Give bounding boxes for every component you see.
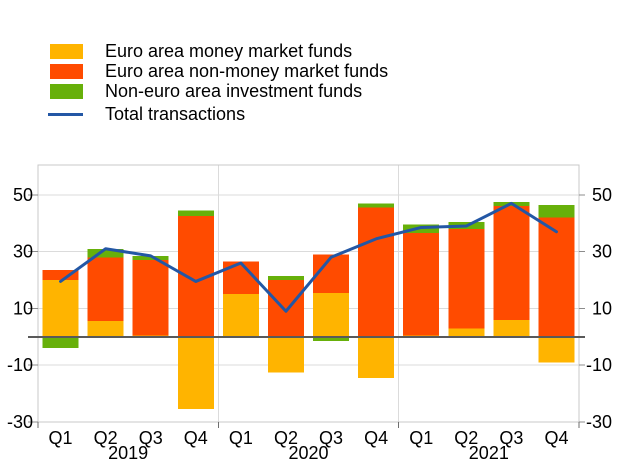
bars xyxy=(42,201,575,410)
y-axis-label-right: 50 xyxy=(592,185,612,205)
chart-legend: Euro area money market funds Euro area n… xyxy=(48,41,388,124)
bar-segment-non-euro-area-investment-funds xyxy=(538,204,575,218)
legend-swatch-non-euro-investment-funds xyxy=(50,83,83,99)
x-axis-label-quarter: Q1 xyxy=(409,428,433,448)
y-axis-label-left: -30 xyxy=(7,412,33,432)
bar-segment-non-euro-area-investment-funds xyxy=(313,336,350,342)
bar-segment-euro-area-non-money-market-funds xyxy=(493,206,530,320)
y-axis-label-left: 50 xyxy=(13,185,33,205)
y-axis-label-left: -10 xyxy=(7,355,33,375)
legend-item-non-money-market-funds: Euro area non-money market funds xyxy=(50,61,388,81)
bar-segment-euro-area-money-market-funds xyxy=(42,280,79,337)
bar-segment-euro-area-money-market-funds xyxy=(177,336,214,410)
x-axis: Q1 Q2 Q3 Q4 Q1 Q2 Q3 Q4 Q1 Q2 Q3 Q4 2019 2020 2021 xyxy=(37,422,580,463)
bar-segment-non-euro-area-investment-funds xyxy=(177,210,214,217)
x-axis-label-year: 2019 xyxy=(108,443,148,463)
x-axis-label-quarter: Q3 xyxy=(139,428,163,448)
plot-border xyxy=(37,164,580,423)
bar-segment-euro-area-money-market-funds xyxy=(538,336,575,363)
legend-swatch-total-transactions xyxy=(48,107,83,122)
x-axis-label-year: 2021 xyxy=(469,443,509,463)
legend-swatch-money-market-funds xyxy=(50,43,83,59)
legend-label-non-money-market-funds: Euro area non-money market funds xyxy=(105,61,389,81)
total-line-swatch-bar xyxy=(48,112,83,116)
x-axis-label-quarter: Q4 xyxy=(364,428,388,448)
bar-segment-euro-area-non-money-market-funds xyxy=(358,207,395,337)
total-transactions-line xyxy=(59,201,558,313)
y-axes: -30 -30 -10 -10 10 10 30 30 50 50 xyxy=(7,185,612,432)
legend-label-non-euro-investment-funds: Non-euro area investment funds xyxy=(105,81,363,101)
legend-item-total-transactions: Total transactions xyxy=(48,104,388,124)
bar-segment-non-euro-area-investment-funds xyxy=(267,275,304,281)
bar-segment-euro-area-money-market-funds xyxy=(222,294,259,337)
y-axis-label-left: 30 xyxy=(13,242,33,262)
bar-segment-non-euro-area-investment-funds xyxy=(42,336,79,349)
x-axis-label-quarter: Q2 xyxy=(454,428,478,448)
x-axis-label-quarter: Q4 xyxy=(184,428,208,448)
x-axis-label-quarter: Q3 xyxy=(499,428,523,448)
x-axis-label-quarter: Q1 xyxy=(229,428,253,448)
bar-segment-non-euro-area-investment-funds xyxy=(87,248,124,258)
y-axis-label-right: 10 xyxy=(592,298,612,318)
bar-segment-euro-area-non-money-market-funds xyxy=(538,217,575,337)
legend-label-total-transactions: Total transactions xyxy=(105,104,246,124)
y-axis-label-right: -30 xyxy=(586,412,612,432)
x-axis-label-quarter: Q1 xyxy=(49,428,73,448)
legend-label-money-market-funds: Euro area money market funds xyxy=(105,41,353,61)
x-axis-label-quarter: Q2 xyxy=(274,428,298,448)
bar-segment-euro-area-money-market-funds xyxy=(358,336,395,378)
bar-segment-euro-area-money-market-funds xyxy=(267,336,304,373)
legend-item-money-market-funds: Euro area money market funds xyxy=(50,41,388,61)
bar-segment-non-euro-area-investment-funds xyxy=(132,255,169,261)
bar-segment-euro-area-money-market-funds xyxy=(493,319,530,337)
y-axis-label-left: 10 xyxy=(13,298,33,318)
bar-segment-euro-area-non-money-market-funds xyxy=(42,270,79,281)
bar-segment-non-euro-area-investment-funds xyxy=(358,203,395,208)
x-axis-label-quarter: Q2 xyxy=(94,428,118,448)
x-axis-label-quarter: Q4 xyxy=(544,428,568,448)
bar-segment-euro-area-non-money-market-funds xyxy=(403,233,440,336)
legend-item-non-euro-investment-funds: Non-euro area investment funds xyxy=(50,81,388,101)
x-axis-label-year: 2020 xyxy=(288,443,328,463)
bar-segment-euro-area-money-market-funds xyxy=(448,328,485,337)
bar-segment-euro-area-non-money-market-funds xyxy=(87,257,124,322)
y-axis-label-right: 30 xyxy=(592,242,612,262)
bar-segment-euro-area-non-money-market-funds xyxy=(448,228,485,329)
bar-segment-euro-area-money-market-funds xyxy=(313,292,350,337)
bar-segment-euro-area-non-money-market-funds xyxy=(267,280,304,337)
bar-segment-euro-area-money-market-funds xyxy=(87,321,124,337)
bar-segment-euro-area-non-money-market-funds xyxy=(132,260,169,336)
y-axis-label-right: -10 xyxy=(586,355,612,375)
legend-swatch-non-money-market-funds xyxy=(50,63,83,79)
x-axis-label-quarter: Q3 xyxy=(319,428,343,448)
